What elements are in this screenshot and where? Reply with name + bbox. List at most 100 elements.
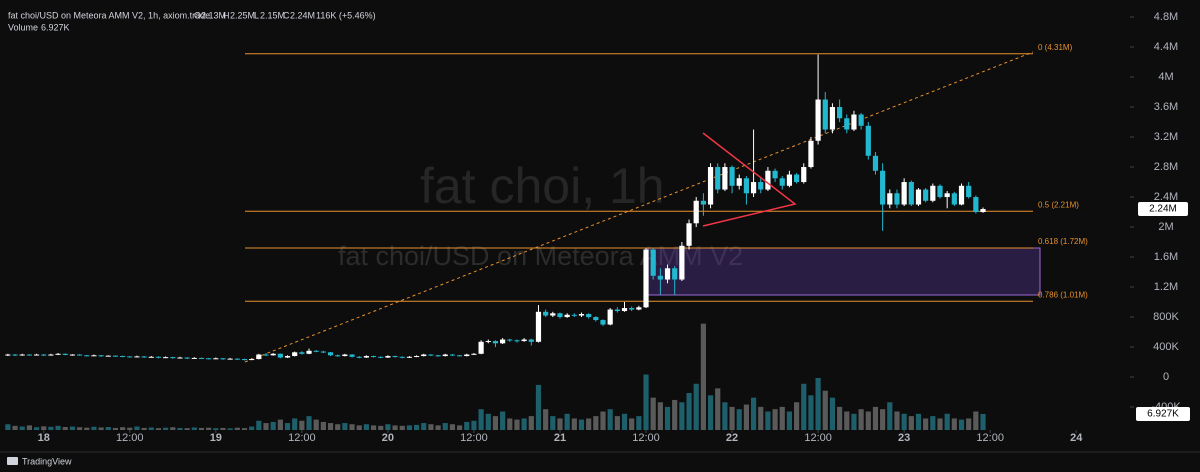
- candle-body: [370, 356, 377, 358]
- volume-bar: [915, 413, 922, 430]
- ohlc-value: 2.13M: [201, 10, 226, 20]
- volume-bar: [621, 413, 628, 430]
- header: fat choi/USD on Meteora AMM V2, 1h, axio…: [8, 10, 376, 32]
- x-tick-label: 12:00: [632, 432, 660, 444]
- volume-bar: [657, 402, 663, 430]
- last-volume-label: 6.927K: [1147, 409, 1179, 420]
- volume-bar: [385, 424, 391, 430]
- candle-body: [392, 356, 398, 358]
- volume-bar: [213, 428, 219, 430]
- candle-body: [672, 268, 678, 280]
- volume-bar: [428, 424, 434, 430]
- candles: [5, 54, 986, 361]
- volume-bar: [672, 399, 678, 430]
- x-tick-label: 12:00: [804, 432, 832, 444]
- candle-body: [449, 354, 456, 356]
- candle-body: [930, 185, 936, 201]
- candle-body: [485, 341, 491, 343]
- volume-bar: [76, 427, 83, 430]
- candle-body: [385, 356, 391, 358]
- candle-body: [256, 354, 262, 360]
- volume-bar: [851, 413, 857, 430]
- candle-body: [707, 167, 714, 205]
- volume-bar: [930, 416, 936, 430]
- ohlc-label: O: [194, 10, 201, 20]
- candle-body: [966, 185, 972, 198]
- volume-bar: [829, 397, 836, 430]
- volume-bar: [421, 423, 427, 430]
- volume-bar: [872, 406, 879, 430]
- candle-body: [937, 185, 943, 198]
- candle-body: [471, 353, 477, 355]
- volume-bar: [550, 416, 556, 430]
- volume-bar: [227, 428, 233, 430]
- candle-body: [241, 359, 248, 361]
- candle-body: [249, 359, 255, 361]
- candle-body: [772, 170, 778, 179]
- volume-bar: [779, 406, 785, 430]
- candle-body: [729, 167, 735, 186]
- triangle-drawing: [702, 132, 797, 227]
- volume-bar: [729, 406, 735, 430]
- candle-body: [951, 193, 957, 205]
- volume-bar: [191, 427, 197, 430]
- candle-body: [335, 355, 341, 357]
- candle-body: [442, 354, 448, 357]
- x-tick-label: 19: [210, 432, 222, 444]
- volume-bar: [105, 426, 111, 430]
- last-price-label: 2.24M: [1149, 204, 1177, 215]
- candle-body: [227, 358, 233, 360]
- volume-bar: [686, 393, 692, 430]
- candle-body: [980, 209, 986, 213]
- y-tick-label: 4.8M: [1154, 11, 1178, 23]
- volume-bar: [48, 426, 54, 430]
- candle-body: [170, 357, 176, 359]
- candle-body: [686, 223, 692, 246]
- candle-body: [829, 107, 836, 130]
- candle-body: [915, 189, 922, 205]
- volume-bar: [629, 418, 635, 430]
- candle-body: [844, 118, 850, 130]
- candle-body: [342, 354, 348, 357]
- candle-body: [679, 245, 685, 280]
- candle-body: [120, 356, 126, 358]
- volume-bars: [5, 323, 986, 430]
- candle-body: [413, 356, 420, 358]
- volume-bar: [263, 423, 269, 430]
- candle-body: [134, 356, 140, 358]
- volume-bar: [822, 390, 828, 430]
- volume-bar: [234, 427, 240, 430]
- candle-body: [277, 353, 283, 358]
- candle-body: [98, 355, 104, 357]
- volume-bar: [650, 397, 656, 430]
- volume-bar: [406, 425, 413, 430]
- candle-body: [586, 314, 592, 318]
- y-tick-label: 4M: [1158, 71, 1173, 83]
- candle-body: [923, 189, 929, 201]
- volume-bar: [12, 425, 18, 430]
- candle-body: [84, 355, 90, 357]
- volume-bar: [413, 424, 420, 430]
- y-tick-label: 2.4M: [1154, 191, 1178, 203]
- volume-bar: [578, 419, 585, 430]
- candle-body: [550, 313, 556, 316]
- volume-bar: [887, 402, 893, 430]
- candle-body: [908, 182, 914, 205]
- candle-body: [198, 357, 205, 359]
- candle-body: [91, 355, 97, 357]
- candle-body: [356, 356, 362, 358]
- volume-bar: [485, 413, 491, 430]
- y-tick-label: 2M: [1158, 221, 1173, 233]
- y-tick-label: 1.2M: [1154, 281, 1178, 293]
- candle-body: [535, 311, 542, 342]
- volume-bar: [277, 419, 283, 430]
- candle-body: [607, 309, 613, 325]
- candle-body: [184, 357, 190, 359]
- volume-bar: [844, 411, 850, 430]
- watermark-sub: fat choi/USD on Meteora AMM V2: [338, 241, 743, 271]
- ohlc-value: 2.15M: [260, 10, 285, 20]
- candle-body: [514, 340, 520, 342]
- volume-bar: [858, 409, 864, 430]
- volume-bar: [707, 395, 714, 430]
